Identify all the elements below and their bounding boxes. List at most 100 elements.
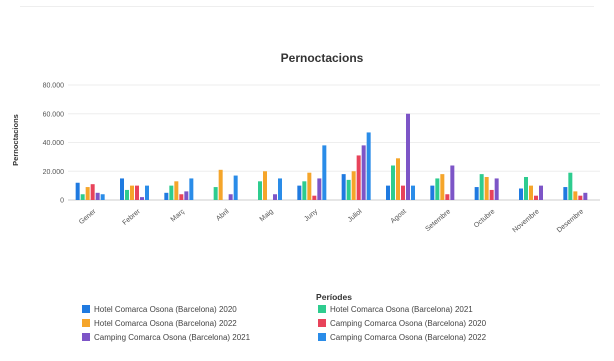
bar xyxy=(583,192,588,200)
legend-swatch[interactable] xyxy=(82,319,90,327)
bar xyxy=(494,178,499,200)
bar xyxy=(179,194,184,200)
bar xyxy=(228,194,233,200)
bar xyxy=(145,185,149,200)
y-axis-ticks: 80.000 60.000 40.000 20.000 0 xyxy=(43,83,65,205)
bar xyxy=(95,192,100,200)
bar xyxy=(312,195,317,200)
bar xyxy=(307,172,312,200)
bar xyxy=(401,185,405,200)
x-tick-label: Setembre xyxy=(424,208,452,233)
bar xyxy=(539,185,543,200)
bar xyxy=(174,181,179,200)
legend-label[interactable]: Camping Comarca Osona (Barcelona) 2021 xyxy=(94,333,251,342)
bar xyxy=(479,174,484,200)
bar xyxy=(85,187,90,200)
y-tick-label: 40.000 xyxy=(43,140,65,147)
bar xyxy=(366,132,371,200)
bar xyxy=(489,189,494,200)
x-tick-label: Agost xyxy=(390,208,408,225)
x-tick-label: Febrer xyxy=(121,208,142,227)
bar xyxy=(189,178,194,200)
bar xyxy=(218,169,223,200)
chart-title: Pernoctacions xyxy=(281,51,364,65)
bar xyxy=(391,165,395,200)
x-tick-label: Novembre xyxy=(512,208,541,234)
legend-swatch[interactable] xyxy=(82,333,90,341)
bar xyxy=(519,188,523,200)
bar xyxy=(273,194,277,200)
bar xyxy=(484,177,489,200)
bar xyxy=(297,185,302,200)
legend-swatch[interactable] xyxy=(318,333,326,341)
bar xyxy=(120,178,124,200)
legend-label[interactable]: Camping Comarca Osona (Barcelona) 2020 xyxy=(330,319,487,328)
bar xyxy=(140,197,144,200)
bar xyxy=(578,195,583,200)
legend-swatch[interactable] xyxy=(82,305,90,313)
y-axis-title: Pernoctacions xyxy=(11,114,20,166)
x-axis-title: Períodes xyxy=(316,292,352,302)
bar xyxy=(406,113,410,200)
bar xyxy=(396,158,400,200)
bar xyxy=(386,185,390,200)
bar xyxy=(440,174,445,200)
y-tick-label: 0 xyxy=(60,198,64,205)
legend-label[interactable]: Hotel Comarca Osona (Barcelona) 2020 xyxy=(94,305,237,314)
legend-swatch[interactable] xyxy=(318,319,326,327)
y-tick-label: 60.000 xyxy=(43,111,65,118)
x-axis-ticks: Gener Febrer Març Abril Maig Juny Juliol Agost S… xyxy=(78,208,585,235)
bar xyxy=(445,194,450,200)
gridlines xyxy=(68,84,600,201)
bar xyxy=(361,145,366,200)
bar xyxy=(474,187,479,200)
bar xyxy=(184,191,189,200)
bar xyxy=(341,174,346,200)
bar xyxy=(568,172,573,200)
x-tick-label: Juny xyxy=(303,208,319,223)
top-divider xyxy=(20,6,594,7)
bar xyxy=(130,185,134,200)
x-tick-label: Desembre xyxy=(556,208,585,234)
bar xyxy=(164,192,169,200)
bar xyxy=(263,171,267,200)
bar xyxy=(302,181,307,200)
x-tick-label: Gener xyxy=(78,208,98,226)
bar xyxy=(258,181,262,200)
bar xyxy=(435,178,440,200)
bar xyxy=(90,184,95,200)
y-tick-label: 80.000 xyxy=(43,83,65,90)
legend-label[interactable]: Hotel Comarca Osona (Barcelona) 2022 xyxy=(94,319,237,328)
bar xyxy=(524,177,528,200)
x-tick-label: Maig xyxy=(259,208,275,223)
x-tick-label: Abril xyxy=(215,208,231,223)
x-tick-label: Octubre xyxy=(473,208,497,229)
bar xyxy=(322,145,327,200)
bar xyxy=(450,165,455,200)
bar xyxy=(213,187,218,200)
bar xyxy=(125,189,129,200)
bar xyxy=(430,185,435,200)
bar xyxy=(563,187,568,200)
legend-label[interactable]: Hotel Comarca Osona (Barcelona) 2021 xyxy=(330,305,473,314)
bar xyxy=(233,175,238,200)
bars xyxy=(75,113,588,200)
bar xyxy=(529,185,533,200)
x-tick-label: Març xyxy=(170,208,187,224)
bar xyxy=(278,178,282,200)
bar xyxy=(356,155,361,200)
bar xyxy=(534,195,538,200)
bar xyxy=(573,191,578,200)
legend-swatch[interactable] xyxy=(318,305,326,313)
bar xyxy=(100,194,105,200)
bar xyxy=(346,179,351,200)
bar xyxy=(351,171,356,200)
legend-label[interactable]: Camping Comarca Osona (Barcelona) 2022 xyxy=(330,333,487,342)
legend[interactable]: Hotel Comarca Osona (Barcelona) 2020 Hote… xyxy=(82,305,487,342)
y-tick-label: 20.000 xyxy=(43,169,65,176)
bar xyxy=(169,185,174,200)
bar xyxy=(75,182,80,200)
x-tick-label: Juliol xyxy=(347,208,364,224)
